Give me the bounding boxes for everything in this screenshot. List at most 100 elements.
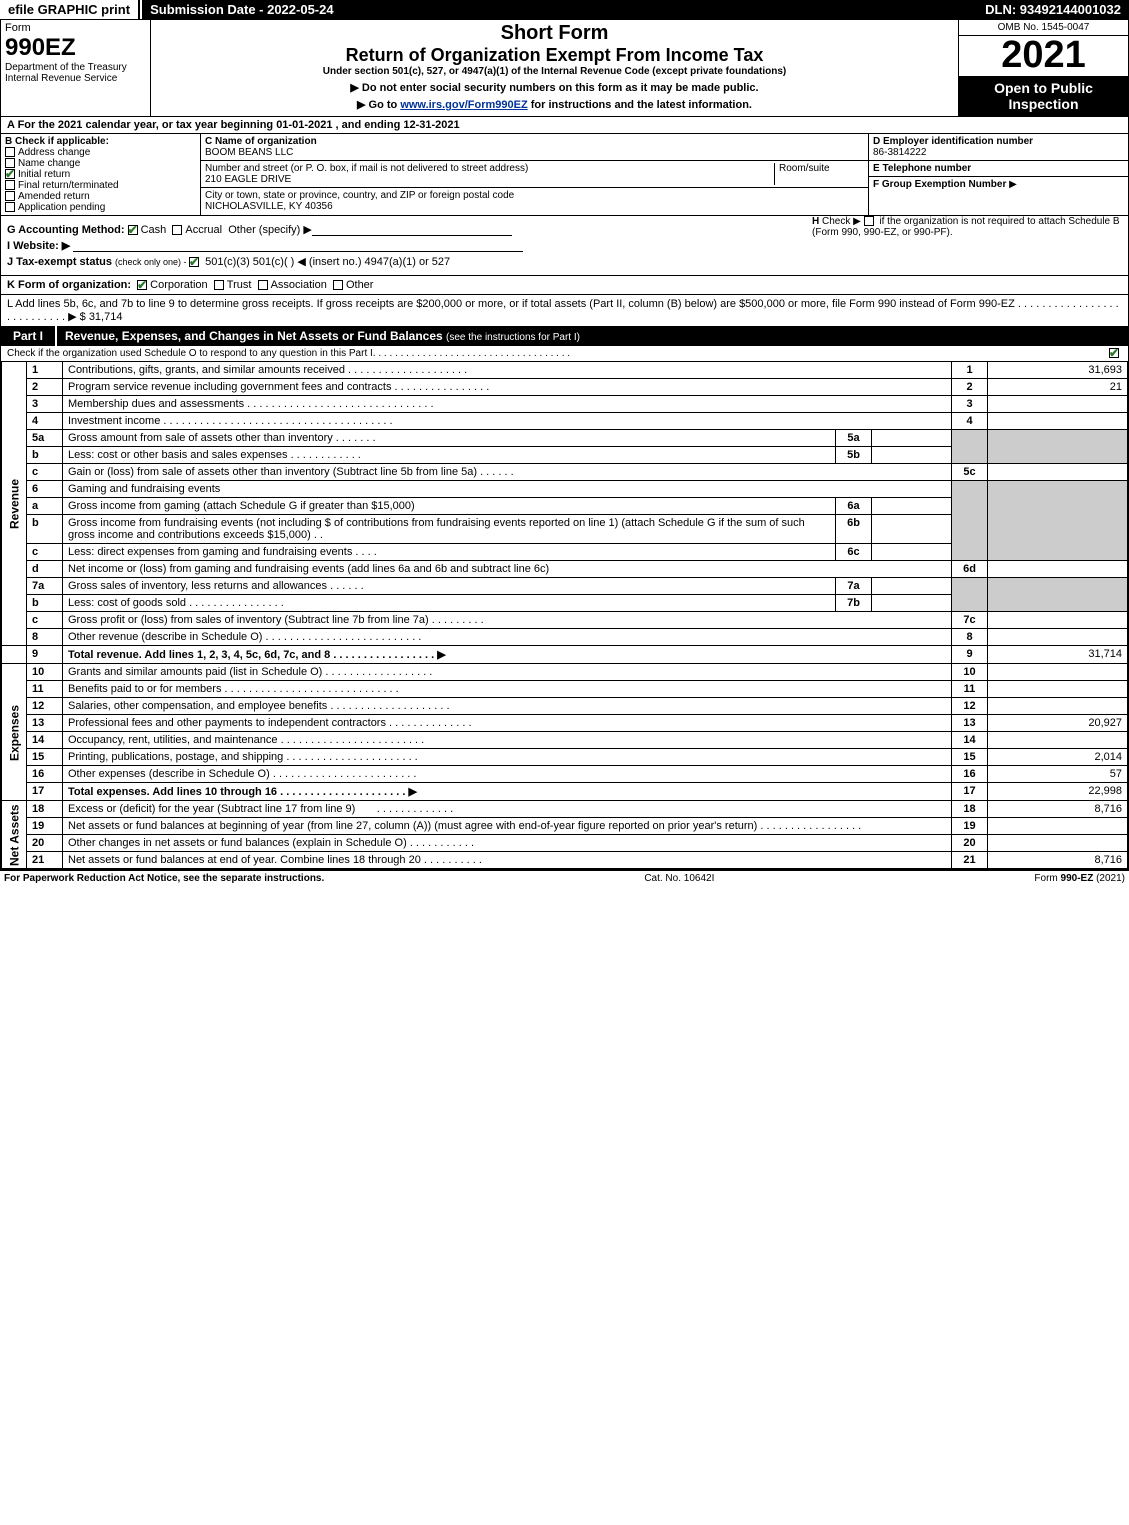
section-bcdef: B Check if applicable: Address change Na… xyxy=(1,134,1128,216)
trust-label: Trust xyxy=(227,279,252,291)
inner-val xyxy=(872,498,952,515)
table-row: cGross profit or (loss) from sales of in… xyxy=(2,612,1128,629)
checkbox-other-icon[interactable] xyxy=(333,280,343,290)
header-center: Short Form Return of Organization Exempt… xyxy=(151,20,958,116)
line-num: c xyxy=(27,464,63,481)
street-label: Number and street (or P. O. box, if mail… xyxy=(205,163,528,174)
line-rnum: 6d xyxy=(952,561,988,578)
part1-table: Revenue 1Contributions, gifts, grants, a… xyxy=(1,361,1128,869)
line-desc: Printing, publications, postage, and shi… xyxy=(63,749,952,766)
checkbox-501c3-icon[interactable] xyxy=(189,257,199,267)
submission-date: Submission Date - 2022-05-24 xyxy=(140,0,342,19)
check-application-pending[interactable]: Application pending xyxy=(5,202,196,213)
checkbox-schedule-o-icon[interactable] xyxy=(1109,348,1119,358)
table-row: 19Net assets or fund balances at beginni… xyxy=(2,818,1128,835)
line-amount xyxy=(988,698,1128,715)
check-address-change[interactable]: Address change xyxy=(5,147,196,158)
table-row: 9Total revenue. Add lines 1, 2, 3, 4, 5c… xyxy=(2,646,1128,664)
part1-title: Revenue, Expenses, and Changes in Net As… xyxy=(57,326,1128,346)
table-row: 16Other expenses (describe in Schedule O… xyxy=(2,766,1128,783)
l-amount: $ 31,714 xyxy=(80,311,123,323)
checkbox-cash-icon[interactable] xyxy=(128,225,138,235)
line-num: d xyxy=(27,561,63,578)
address-change-label: Address change xyxy=(18,147,90,158)
efile-print[interactable]: efile GRAPHIC print xyxy=(0,0,140,19)
ssn-warning-text: Do not enter social security numbers on … xyxy=(362,82,759,94)
line-desc: Investment income . . . . . . . . . . . … xyxy=(63,413,952,430)
line-amount xyxy=(988,818,1128,835)
check-initial-return[interactable]: Initial return xyxy=(5,169,196,180)
line-desc: Less: direct expenses from gaming and fu… xyxy=(63,544,836,561)
checkbox-icon[interactable] xyxy=(5,202,15,212)
line-desc: Other revenue (describe in Schedule O) .… xyxy=(63,629,952,646)
other-input[interactable] xyxy=(312,235,512,236)
line-desc: Membership dues and assessments . . . . … xyxy=(63,396,952,413)
checkbox-accrual-icon[interactable] xyxy=(172,225,182,235)
table-row: Net Assets 18Excess or (deficit) for the… xyxy=(2,801,1128,818)
line-num: 2 xyxy=(27,379,63,396)
arrow-icon: ▶ xyxy=(1009,179,1017,190)
checkbox-assoc-icon[interactable] xyxy=(258,280,268,290)
footer: For Paperwork Reduction Act Notice, see … xyxy=(0,870,1129,886)
check-final-return[interactable]: Final return/terminated xyxy=(5,180,196,191)
line-desc: Professional fees and other payments to … xyxy=(63,715,952,732)
table-row: 11Benefits paid to or for members . . . … xyxy=(2,681,1128,698)
ssn-warning: Do not enter social security numbers on … xyxy=(155,81,954,94)
line-rnum: 3 xyxy=(952,396,988,413)
inner-num: 7a xyxy=(836,578,872,595)
line-amount xyxy=(988,681,1128,698)
final-return-label: Final return/terminated xyxy=(18,180,119,191)
inner-val xyxy=(872,595,952,612)
group-exemption-row: F Group Exemption Number ▶ xyxy=(869,177,1128,192)
line-amount xyxy=(988,629,1128,646)
line-rnum: 21 xyxy=(952,852,988,869)
org-name-label: C Name of organization xyxy=(205,136,317,147)
checkbox-icon[interactable] xyxy=(5,147,15,157)
part1-header: Part I Revenue, Expenses, and Changes in… xyxy=(1,326,1128,346)
line-rnum: 17 xyxy=(952,783,988,801)
footer-cat: Cat. No. 10642I xyxy=(644,873,714,884)
line-num: a xyxy=(27,498,63,515)
check-name-change[interactable]: Name change xyxy=(5,158,196,169)
website-input[interactable] xyxy=(73,251,523,252)
footer-right: Form 990-EZ (2021) xyxy=(1034,873,1125,884)
line-num: 4 xyxy=(27,413,63,430)
expenses-section-label: Expenses xyxy=(2,664,27,801)
checkbox-corp-icon[interactable] xyxy=(137,280,147,290)
line-rnum: 1 xyxy=(952,362,988,379)
other-org-label: Other xyxy=(346,279,374,291)
table-row: Expenses 10Grants and similar amounts pa… xyxy=(2,664,1128,681)
part1-title-text: Revenue, Expenses, and Changes in Net As… xyxy=(65,329,443,343)
website-label: I Website: ▶ xyxy=(7,240,70,252)
line-amount xyxy=(988,732,1128,749)
line-desc: Gaming and fundraising events xyxy=(63,481,952,498)
line-desc: Less: cost of goods sold . . . . . . . .… xyxy=(63,595,836,612)
line-desc: Total expenses. Add lines 10 through 16 … xyxy=(63,783,952,801)
checkbox-icon[interactable] xyxy=(5,180,15,190)
check-amended-return[interactable]: Amended return xyxy=(5,191,196,202)
header-left: Form 990EZ Department of the Treasury In… xyxy=(1,20,151,116)
checkbox-trust-icon[interactable] xyxy=(214,280,224,290)
checkbox-icon[interactable] xyxy=(5,191,15,201)
j-options: 501(c)(3) 501(c)( ) ◀ (insert no.) 4947(… xyxy=(205,256,450,268)
shaded-cell xyxy=(952,578,988,612)
table-row: 4Investment income . . . . . . . . . . .… xyxy=(2,413,1128,430)
line-desc: Excess or (deficit) for the year (Subtra… xyxy=(63,801,952,818)
checkbox-icon[interactable] xyxy=(864,216,874,226)
corp-label: Corporation xyxy=(150,279,207,291)
b-label: Check if applicable: xyxy=(15,136,109,147)
line-rnum: 11 xyxy=(952,681,988,698)
line-desc: Net income or (loss) from gaming and fun… xyxy=(63,561,952,578)
inner-num: 6b xyxy=(836,515,872,544)
part1-note: (see the instructions for Part I) xyxy=(446,332,580,343)
line-desc: Grants and similar amounts paid (list in… xyxy=(63,664,952,681)
line-rnum: 18 xyxy=(952,801,988,818)
accrual-label: Accrual xyxy=(185,224,222,236)
irs-link[interactable]: www.irs.gov/Form990EZ xyxy=(400,99,527,111)
checkbox-icon[interactable] xyxy=(5,169,15,179)
dln: DLN: 93492144001032 xyxy=(977,0,1129,19)
table-row: Revenue 1Contributions, gifts, grants, a… xyxy=(2,362,1128,379)
line-num: b xyxy=(27,515,63,544)
goto-prefix: Go to xyxy=(369,99,401,111)
inner-num: 7b xyxy=(836,595,872,612)
